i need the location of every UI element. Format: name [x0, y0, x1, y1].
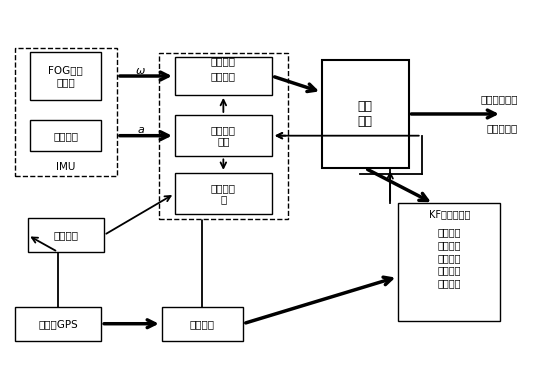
Bar — [175, 115, 272, 156]
Bar — [175, 173, 272, 214]
Text: 姿态角计
算: 姿态角计 算 — [211, 183, 236, 204]
Text: 加表误差: 加表误差 — [437, 278, 461, 288]
Text: a: a — [137, 125, 144, 135]
Text: 姿态误差: 姿态误差 — [437, 253, 461, 263]
Bar — [159, 52, 288, 219]
Text: 加速度计: 加速度计 — [53, 131, 78, 141]
Text: 速度误差: 速度误差 — [437, 240, 461, 250]
Bar — [322, 60, 408, 168]
Bar — [28, 218, 104, 252]
Text: 位置误差: 位置误差 — [437, 227, 461, 237]
Text: 数学平台: 数学平台 — [211, 56, 236, 66]
Text: 故障诊断: 故障诊断 — [190, 319, 215, 329]
Text: ω: ω — [136, 66, 146, 76]
Bar — [398, 203, 501, 321]
Text: KF综合滤波器: KF综合滤波器 — [429, 209, 470, 219]
Text: 修正后姿态、: 修正后姿态、 — [480, 94, 517, 104]
Text: 导航
计算: 导航 计算 — [358, 100, 373, 128]
Text: FOG光纤
陀螺仪: FOG光纤 陀螺仪 — [48, 65, 83, 87]
Bar — [14, 48, 117, 176]
Bar — [31, 52, 101, 100]
Text: 位置、速度: 位置、速度 — [486, 124, 517, 134]
Text: IMU: IMU — [56, 162, 76, 172]
Bar — [14, 307, 101, 341]
Text: 姿态矩阵: 姿态矩阵 — [211, 71, 236, 81]
Text: 双天线GPS: 双天线GPS — [38, 319, 78, 329]
Text: 陀螺误差: 陀螺误差 — [437, 265, 461, 275]
Text: 姿态矩阵
计算: 姿态矩阵 计算 — [211, 125, 236, 146]
Bar — [162, 307, 243, 341]
Bar — [175, 57, 272, 95]
Bar — [31, 120, 101, 151]
Text: 初始对准: 初始对准 — [53, 230, 78, 240]
